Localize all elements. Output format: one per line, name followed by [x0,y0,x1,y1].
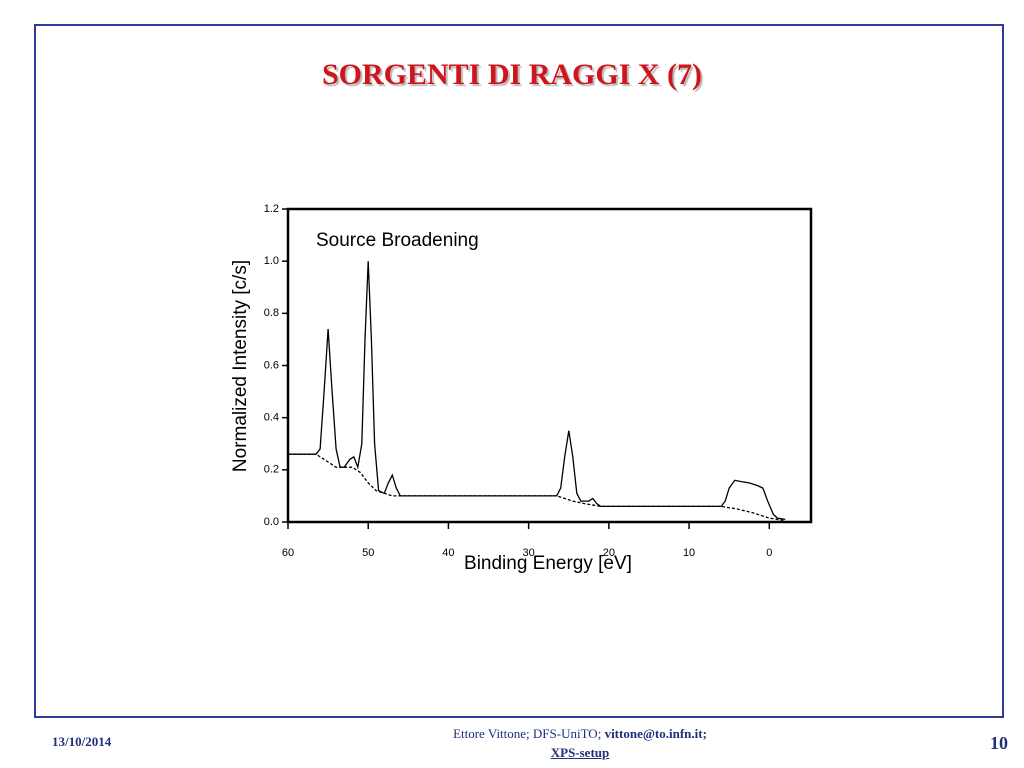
y-tick-label: 0.8 [264,307,279,319]
footer: Ettore Vittone; DFS-UniTO; vittone@to.in… [380,724,780,762]
spectrum-line [288,261,786,521]
y-axis-label: Normalized Intensity [c/s] [230,260,251,472]
y-tick-label: 1.0 [264,255,279,267]
x-tick-label: 60 [282,547,294,559]
background-line [288,453,786,522]
y-tick-label: 1.2 [264,203,279,215]
footer-date: 13/10/2014 [52,734,112,749]
y-tick-label: 0.4 [264,412,279,424]
y-tick-label: 0.2 [264,464,279,476]
x-tick-label: 50 [362,547,374,559]
footer-link[interactable]: XPS-setup [550,745,610,760]
plot-frame [286,207,813,524]
y-tick-label: 0.6 [264,359,279,371]
x-tick-label: 10 [683,547,695,559]
x-axis-label: Binding Energy [eV] [464,553,632,574]
x-tick-label: 20 [603,547,615,559]
x-tick-label: 30 [523,547,535,559]
y-tick-label: 0.0 [264,516,279,528]
footer-email: vittone@to.infn.it; [604,726,707,741]
page-number: 10 [990,733,1008,753]
footer-author: Ettore Vittone; DFS-UniTO; [453,726,602,741]
slide-frame [34,24,1004,718]
x-tick-label: 40 [442,547,454,559]
chart-title: Source Broadening [316,230,479,251]
x-tick-label: 0 [766,547,772,559]
slide-title: SORGENTI DI RAGGI X (7) [321,58,703,91]
